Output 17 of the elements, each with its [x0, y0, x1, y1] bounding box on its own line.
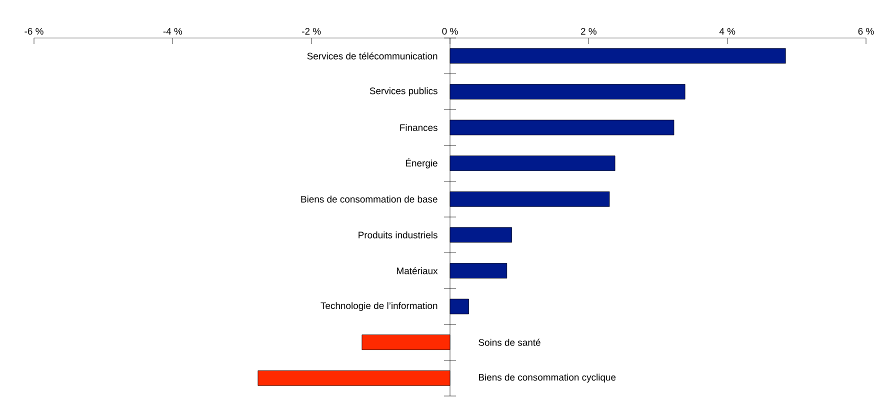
x-tick-label: 2 %	[580, 28, 596, 35]
y-tick-label: Biens de consommation cyclique	[478, 374, 616, 383]
y-tick-label: Technologie de l’information	[320, 302, 438, 311]
y-tick-label: Matériaux	[397, 267, 438, 274]
y-tick-label: Soins de santé	[478, 338, 540, 346]
y-tick-label: Services publics	[370, 87, 438, 96]
y-tick-label: Biens de consommation de base	[301, 196, 438, 203]
x-tick-label: 0 %	[442, 28, 458, 35]
y-tick-label: Produits industriels	[358, 231, 438, 238]
x-tick-label: -6 %	[24, 28, 44, 35]
y-tick-label: Finances	[400, 124, 438, 131]
y-tick-label: Services de télécommunication	[307, 52, 438, 60]
x-tick-label: -2 %	[302, 28, 321, 35]
y-tick-label: Énergie	[406, 158, 438, 168]
x-tick-label: 6 %	[858, 28, 874, 35]
x-tick-label: 4 %	[719, 28, 736, 35]
x-tick-label: -4 %	[163, 28, 182, 35]
